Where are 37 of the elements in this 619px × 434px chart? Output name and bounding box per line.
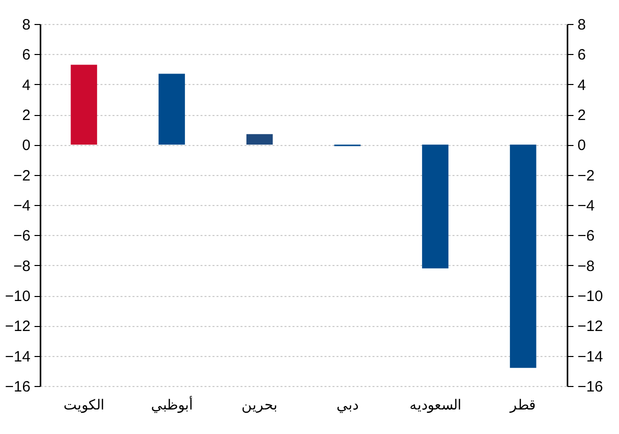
y2-tick-label: −12 [578, 318, 603, 336]
x-tick-label: بحرين [242, 396, 278, 414]
y-tick-label: 8 [22, 16, 30, 34]
y2-tick-label: 6 [578, 46, 586, 64]
y2-tick-label: −16 [578, 378, 603, 396]
x-tick-label: الكويت [63, 396, 104, 414]
y2-tick-label: −4 [578, 198, 595, 214]
y-tick-label: 0 [22, 137, 30, 154]
y-tick-label: 4 [22, 76, 30, 94]
y-tick-label: 2 [22, 107, 30, 124]
y2-tick-label: 4 [578, 76, 586, 94]
y2-tick-label: −6 [578, 228, 595, 245]
bar [510, 144, 536, 368]
y2-tick-label: 8 [578, 16, 586, 34]
bar [158, 74, 185, 145]
bar [70, 64, 98, 145]
y-tick-label: −14 [5, 348, 30, 366]
y2-tick-label: 2 [578, 107, 586, 124]
x-tick-label: قطر [509, 396, 536, 414]
x-tick-label: دبي [336, 396, 358, 412]
y-tick-label: −2 [13, 167, 30, 184]
y-tick-label: −10 [5, 288, 30, 305]
bar [422, 144, 448, 268]
y2-tick-label: 0 [578, 137, 586, 154]
y-tick-label: −8 [13, 258, 30, 275]
y2-tick-label: −10 [578, 288, 603, 305]
x-tick-label: أبوظبي [150, 394, 193, 414]
y-tick-label: −12 [5, 318, 30, 336]
y-tick-label: −4 [13, 198, 30, 214]
x-tick-label: السعوديه [409, 396, 462, 414]
y2-tick-label: −8 [578, 258, 595, 275]
y-tick-label: −16 [5, 378, 30, 396]
y2-tick-label: −14 [578, 348, 603, 366]
bar [246, 134, 273, 145]
y2-tick-label: −2 [578, 167, 595, 184]
y-tick-label: −6 [13, 228, 30, 245]
y-tick-label: 6 [22, 46, 30, 64]
